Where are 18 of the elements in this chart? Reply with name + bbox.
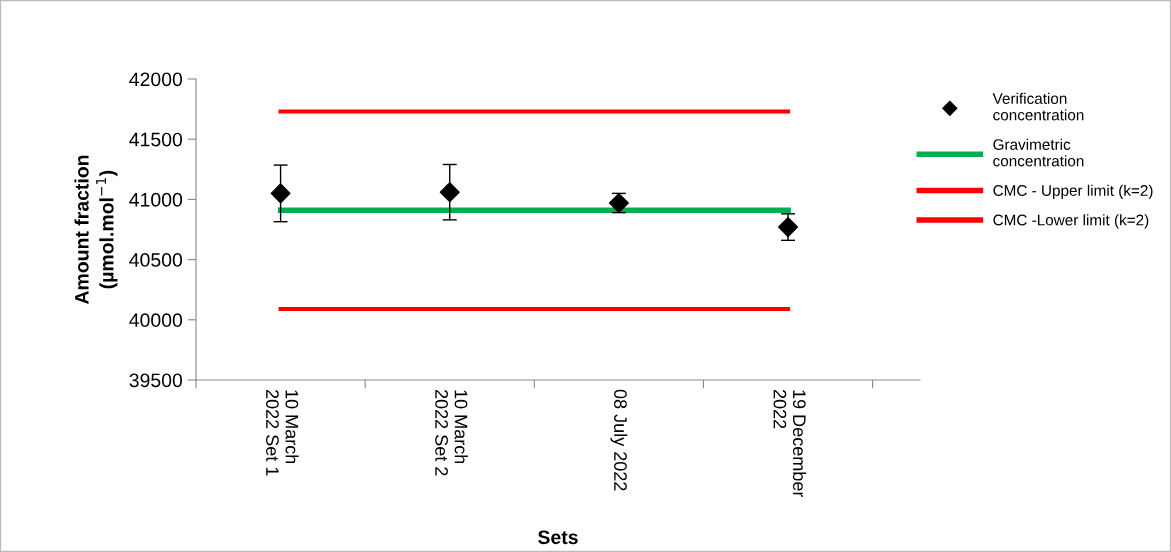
x-tick-label: 19 December 2022 <box>773 389 807 498</box>
x-tick-label: 08 July 2022 <box>610 389 628 491</box>
x-tick-label: 10 March 2022 Set 1 <box>266 389 299 476</box>
y-tick-label: 41500 <box>129 132 183 147</box>
legend-label: CMC -Lower limit (k=2) <box>993 214 1149 229</box>
x-tick-label: 10 March 2022 Set 2 <box>435 389 468 476</box>
legend-label: Gravimetric concentration <box>993 138 1084 167</box>
legend-label: CMC - Upper limit (k=2) <box>993 184 1153 199</box>
y-tick-label: 39500 <box>129 373 183 388</box>
point <box>439 182 460 203</box>
point <box>270 183 291 204</box>
y-tick-label: 41000 <box>129 192 183 207</box>
legend-label: Verification concentration <box>992 92 1084 121</box>
y-tick-label: 42000 <box>129 72 183 87</box>
x-axis-title: Sets <box>538 530 578 545</box>
y-axis-title: Amount fraction (µmol.mol$^{−1}$) <box>74 155 118 305</box>
y-tick-label: 40000 <box>129 313 183 328</box>
y-tick-label: 40500 <box>129 253 183 267</box>
